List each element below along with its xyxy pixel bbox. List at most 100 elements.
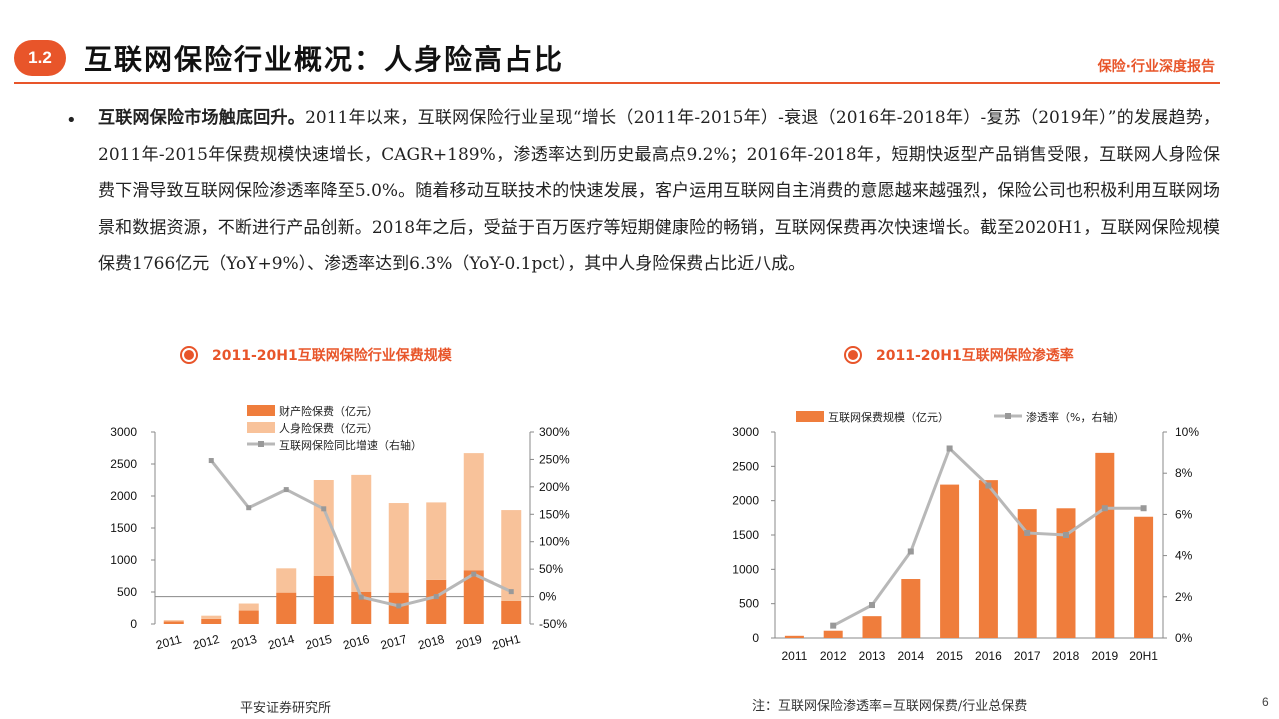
- note-text: 注：互联网保险渗透率=互联网保费/行业总保费: [752, 699, 1028, 714]
- life-bar: [238, 603, 259, 611]
- property-bar: [276, 592, 297, 624]
- premium-scale-chart: 0 500 1000 1500 2000 2500 3000 -50% 0% 50% 100% 150…: [110, 404, 570, 653]
- source-text: 平安证券研究所: [240, 701, 332, 716]
- left-tick-label: 500: [117, 585, 137, 599]
- x-tick-label: 2018: [417, 632, 447, 653]
- legend-life-swatch: [247, 422, 275, 433]
- left-tick-label: 2500: [110, 457, 137, 471]
- legend-property-label: 财产险保费（亿元）: [279, 404, 378, 418]
- property-bar: [238, 610, 259, 624]
- legend-penetration-marker: [1005, 413, 1011, 419]
- x-tick-label: 20H1: [1129, 649, 1158, 663]
- property-bar: [426, 579, 447, 624]
- legend-growth-marker: [258, 441, 264, 447]
- page-title: 互联网保险行业概况：人身险高占比: [84, 43, 565, 76]
- x-tick-label: 2019: [1091, 649, 1118, 663]
- left-tick-label: 0: [752, 631, 759, 645]
- chart2-title-text: 2011-20H1互联网保险渗透率: [876, 348, 1074, 364]
- x-tick-label: 2013: [229, 632, 259, 653]
- penetration-point: [907, 548, 914, 555]
- bullet-lead: 互联网保险市场触底回升。: [98, 108, 306, 128]
- left-tick-label: 2000: [732, 494, 759, 508]
- premium-bar: [901, 579, 921, 638]
- right-tick-label: 250%: [539, 452, 570, 466]
- right-tick-label: 4%: [1175, 549, 1193, 563]
- chart2-title: 2011-20H1互联网保险渗透率: [844, 345, 1074, 365]
- life-bar: [351, 474, 372, 592]
- property-bar: [501, 600, 522, 624]
- bullet-dot: •: [66, 110, 77, 131]
- right-tick-label: 0%: [1175, 631, 1193, 645]
- premium-bar: [862, 616, 882, 638]
- right-tick-label: -50%: [539, 617, 567, 631]
- bullet-text: 2011年以来，互联网保险行业呈现“增长（2011年-2015年）-衰退（201…: [98, 108, 1220, 274]
- x-tick-label: 2013: [859, 649, 886, 663]
- growth-point: [246, 505, 252, 511]
- title-divider: [14, 82, 1220, 84]
- premium-bar: [978, 480, 998, 638]
- chart1-title: 2011-20H1互联网保险行业保费规模: [180, 345, 452, 365]
- right-tick-label: 8%: [1175, 466, 1193, 480]
- target-icon: [180, 346, 198, 364]
- left-tick-label: 3000: [110, 425, 137, 439]
- chart1-title-text: 2011-20H1互联网保险行业保费规模: [212, 348, 452, 364]
- life-bar: [313, 480, 334, 576]
- target-icon: [844, 346, 862, 364]
- legend-growth-label: 互联网保险同比增速（右轴）: [279, 438, 422, 452]
- x-tick-label: 2014: [897, 649, 924, 663]
- page-number: 6: [1262, 695, 1269, 709]
- x-tick-label: 2017: [379, 632, 409, 653]
- right-tick-label: 6%: [1175, 507, 1193, 521]
- right-tick-label: 10%: [1175, 425, 1199, 439]
- penetration-point: [1024, 529, 1031, 536]
- growth-point: [358, 594, 364, 600]
- growth-point: [471, 571, 477, 577]
- legend-penetration-label: 渗透率（%，右轴）: [1026, 410, 1124, 424]
- left-tick-label: 2000: [110, 489, 137, 503]
- life-bar: [163, 620, 184, 622]
- property-bar: [463, 570, 484, 624]
- right-tick-label: 300%: [539, 425, 570, 439]
- x-tick-label: 2015: [304, 632, 334, 653]
- premium-bar: [784, 635, 804, 638]
- x-tick-label: 2012: [192, 632, 222, 653]
- premium-bar: [940, 484, 960, 638]
- property-bar: [163, 621, 184, 624]
- property-bar: [313, 576, 334, 624]
- life-bar: [463, 453, 484, 571]
- right-tick-label: 50%: [539, 562, 563, 576]
- x-tick-label: 2016: [342, 632, 372, 653]
- property-bar: [201, 618, 222, 624]
- right-tick-label: 100%: [539, 535, 570, 549]
- premium-bar: [1056, 508, 1076, 638]
- right-tick-label: 0%: [539, 590, 557, 604]
- x-tick-label: 2019: [454, 632, 484, 653]
- legend-premium-label: 互联网保费规模（亿元）: [828, 410, 949, 424]
- legend-premium-swatch: [796, 411, 824, 422]
- growth-point: [208, 458, 214, 464]
- report-tag: 保险·行业深度报告: [1097, 59, 1215, 75]
- legend-life-label: 人身险保费（亿元）: [279, 421, 378, 435]
- legend-property-swatch: [247, 405, 275, 416]
- x-tick-label: 2011: [154, 632, 183, 652]
- penetration-point: [946, 445, 953, 452]
- penetration-point: [869, 602, 875, 609]
- left-tick-label: 1000: [110, 553, 137, 567]
- growth-point: [283, 487, 289, 493]
- life-bar: [276, 568, 297, 593]
- growth-point: [321, 506, 327, 512]
- penetration-chart: 0 500 1000 1500 2000 2500 3000 0% 2% 4% 6% 8% 10% 201…: [732, 410, 1199, 663]
- left-tick-label: 3000: [732, 425, 759, 439]
- premium-bar: [1134, 516, 1154, 638]
- left-tick-label: 2500: [732, 459, 759, 473]
- penetration-point: [830, 622, 837, 629]
- left-tick-label: 1000: [732, 562, 759, 576]
- summary-paragraph: 互联网保险市场触底回升。2011年以来，互联网保险行业呈现“增长（2011年-2…: [98, 100, 1220, 283]
- x-tick-label: 2017: [1014, 649, 1041, 663]
- penetration-point: [985, 482, 992, 489]
- x-tick-label: 2014: [267, 632, 297, 653]
- x-tick-label: 2011: [781, 649, 807, 663]
- x-tick-label: 2016: [975, 649, 1002, 663]
- x-tick-label: 2018: [1053, 649, 1080, 663]
